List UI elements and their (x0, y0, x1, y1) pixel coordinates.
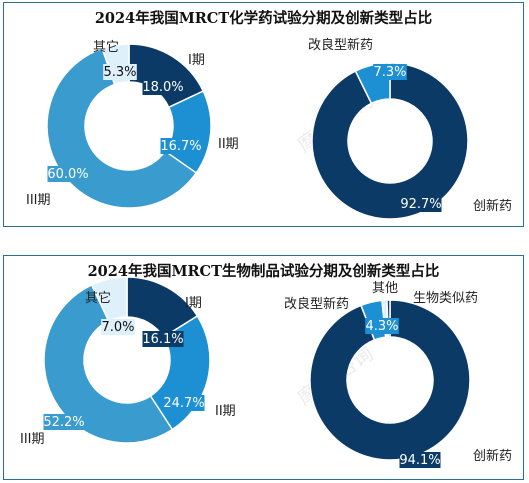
slice-category-label: I期 (188, 53, 205, 68)
donut-2 (311, 62, 469, 220)
chemical-drug-donut-charts: 摩熵·咨询I期18.0%II期16.7%III期60.0%其它5.3%创新药92… (26, 37, 512, 220)
biologic-donut-charts: 摩熵·咨询I期16.1%II期24.7%III期52.2%其它7.0%创新药94… (20, 276, 512, 468)
donut-slice (43, 283, 174, 444)
slice-category-label: 其它 (85, 290, 111, 306)
slice-value-label: 60.0% (47, 167, 88, 182)
slice-category-label: I期 (185, 296, 202, 311)
donut-slice (311, 62, 469, 220)
slice-category-label: 生物类似药 (413, 291, 478, 306)
panel-title: 2024年我国MRCT化学药试验分期及创新类型占比 (94, 10, 433, 27)
slice-category-label: 改良型新药 (308, 37, 373, 53)
biologic-panel: 2024年我国MRCT生物制品试验分期及创新类型占比 摩熵·咨询I期16.1%I… (3, 255, 524, 480)
slice-category-label: III期 (20, 432, 45, 447)
slice-value-label: 7.0% (101, 320, 134, 335)
slice-category-label: 其他 (372, 281, 398, 296)
slice-category-label: III期 (26, 193, 51, 208)
slice-category-label: 其它 (93, 39, 119, 55)
slice-value-label: 94.1% (399, 453, 440, 468)
slice-category-label: 改良型新药 (284, 296, 349, 312)
slice-category-label: 创新药 (473, 448, 512, 464)
slice-value-label: 18.0% (142, 80, 183, 95)
slice-value-label: 92.7% (400, 197, 441, 212)
slice-value-label: 16.7% (160, 139, 201, 154)
slice-value-label: 4.3% (365, 319, 398, 334)
slice-value-label: 5.3% (103, 65, 136, 80)
chemical-drug-panel: 2024年我国MRCT化学药试验分期及创新类型占比 摩熵·咨询I期18.0%II… (3, 2, 524, 227)
slice-value-label: 7.3% (373, 65, 406, 80)
slice-value-label: 24.7% (163, 396, 204, 411)
slice-category-label: II期 (218, 137, 239, 152)
slice-category-label: 创新药 (473, 198, 512, 214)
slice-value-label: 52.2% (43, 415, 84, 430)
slice-category-label: II期 (215, 404, 236, 419)
panel-title: 2024年我国MRCT生物制品试验分期及创新类型占比 (87, 263, 440, 280)
slice-value-label: 16.1% (142, 332, 183, 347)
donut-slice (309, 299, 471, 461)
